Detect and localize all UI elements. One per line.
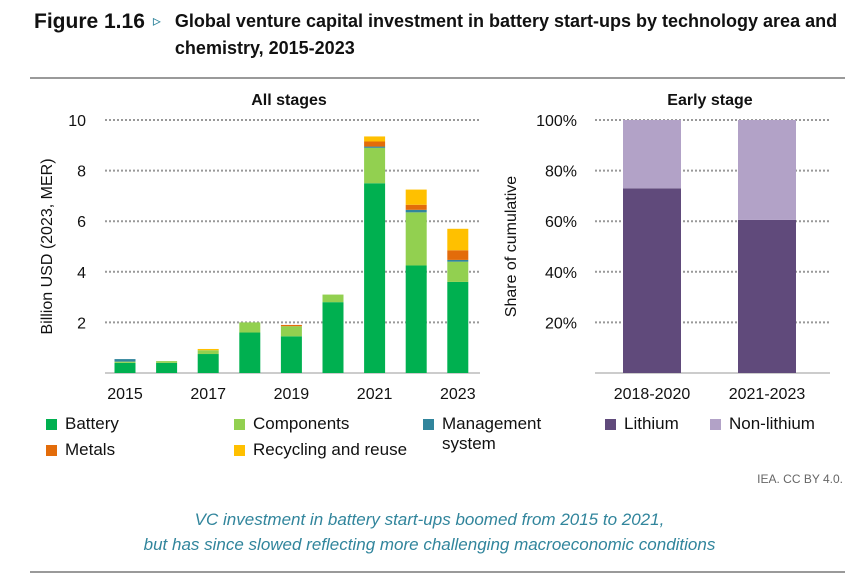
legend-non-lithium: Non-lithium — [710, 414, 815, 434]
y-axis-label: Share of cumulative — [503, 176, 520, 318]
x-tick-label: 2018-2020 — [614, 386, 691, 403]
legend-label: Components — [253, 414, 350, 433]
bar-battery — [239, 332, 261, 373]
bar-components — [239, 322, 261, 333]
legend-label: Battery — [65, 414, 119, 433]
figure-title: Global venture capital investment in bat… — [174, 11, 838, 58]
top-divider — [30, 77, 845, 79]
triangle-arrow-icon: ▹ — [152, 13, 161, 30]
bar-battery — [405, 265, 427, 373]
x-tick-label: 2015 — [107, 386, 143, 403]
bar-management-system — [405, 209, 427, 213]
y-tick-label: 60% — [545, 214, 577, 231]
bar-components — [405, 212, 427, 266]
bar-recycling-and-reuse — [447, 228, 469, 251]
bar-battery — [280, 336, 302, 373]
bar-battery — [447, 281, 469, 373]
y-tick-label: 6 — [77, 214, 86, 231]
x-tick-label: 2021 — [357, 386, 393, 403]
bar-management-system — [364, 146, 386, 148]
bar-metals — [280, 324, 302, 327]
legend-metals: Metals — [46, 440, 115, 460]
bar-battery — [322, 302, 344, 373]
y-tick-label: 8 — [77, 164, 86, 181]
bar-metals — [364, 141, 386, 147]
bar-components — [364, 147, 386, 184]
bar-components — [197, 350, 219, 355]
legend-swatch — [234, 445, 245, 456]
bottom-divider — [30, 571, 845, 573]
bar-lithium — [623, 188, 681, 373]
x-tick-label: 2023 — [440, 386, 476, 403]
y-tick-label: 20% — [545, 315, 577, 332]
legend-label: Recycling and reuse — [253, 440, 408, 459]
legend-components: Components — [234, 414, 349, 434]
legend-label: Non-lithium — [729, 414, 815, 433]
legend-swatch — [46, 419, 57, 430]
legend-battery: Battery — [46, 414, 119, 434]
legend-swatch — [423, 419, 434, 430]
chart-title: All stages — [251, 92, 327, 109]
source-note: IEA. CC BY 4.0. — [757, 472, 843, 486]
bar-management-system — [447, 259, 469, 262]
bar-components — [322, 294, 344, 303]
y-tick-label: 4 — [77, 265, 86, 282]
x-tick-label: 2017 — [190, 386, 226, 403]
legend-lithium: Lithium — [605, 414, 679, 434]
bar-battery — [114, 362, 136, 373]
chart-title: Early stage — [667, 92, 752, 109]
bar-recycling-and-reuse — [405, 189, 427, 205]
bar-components — [447, 261, 469, 282]
bar-components — [156, 361, 178, 363]
caption-line: but has since slowed reflecting more cha… — [143, 535, 716, 554]
x-tick-label: 2021-2023 — [729, 386, 806, 403]
bar-lithium — [738, 219, 796, 373]
legend-recycling: Recycling and reuse — [234, 440, 407, 460]
figure-header: Figure 1.16 ▹ Global venture capital inv… — [34, 8, 845, 62]
bar-battery — [197, 354, 219, 373]
y-tick-label: 100% — [536, 113, 577, 130]
legend-swatch — [46, 445, 57, 456]
y-axis-label: Billion USD (2023, MER) — [39, 158, 56, 334]
bar-non-lithium — [738, 120, 796, 220]
legend-swatch — [710, 419, 721, 430]
y-tick-label: 80% — [545, 164, 577, 181]
legend-management: Management system — [423, 414, 563, 454]
caption: VC investment in battery start-ups boome… — [0, 507, 859, 557]
legend-label: Lithium — [624, 414, 679, 433]
legend-swatch — [605, 419, 616, 430]
bar-metals — [447, 250, 469, 260]
legend-label: Management system — [442, 414, 542, 453]
x-tick-label: 2019 — [274, 386, 310, 403]
y-tick-label: 40% — [545, 265, 577, 282]
bar-non-lithium — [623, 120, 681, 189]
legend-swatch — [234, 419, 245, 430]
figure-number: Figure 1.16 — [34, 10, 145, 33]
caption-line: VC investment in battery start-ups boome… — [194, 510, 665, 529]
y-tick-label: 10 — [68, 113, 86, 130]
bar-management-system — [114, 359, 136, 362]
bar-recycling-and-reuse — [364, 136, 386, 142]
y-tick-label: 2 — [77, 315, 86, 332]
legend-label: Metals — [65, 440, 116, 459]
bar-components — [280, 326, 302, 337]
bar-components — [114, 361, 136, 363]
bar-metals — [405, 204, 427, 210]
bar-recycling-and-reuse — [197, 348, 219, 351]
bar-battery — [364, 183, 386, 373]
bar-battery — [156, 362, 178, 373]
